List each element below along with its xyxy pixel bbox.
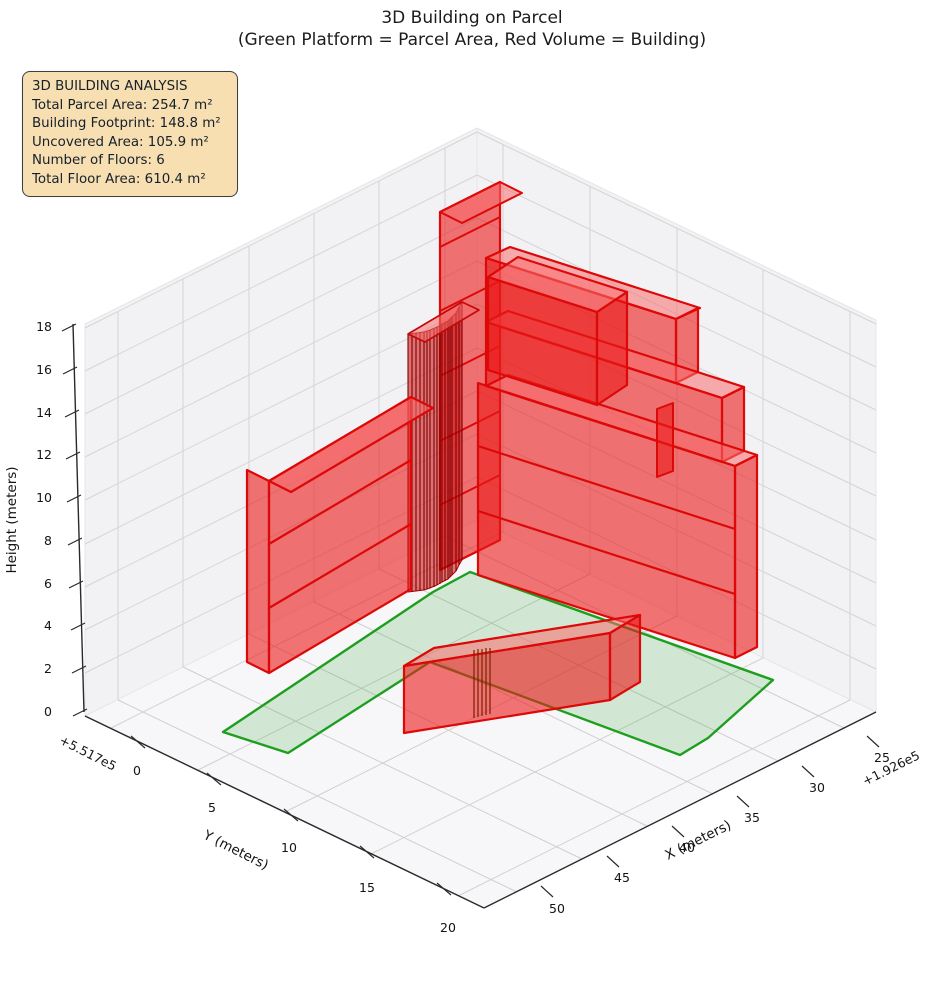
y-tick-label: 5 xyxy=(208,800,216,815)
analysis-uncovered-area: Uncovered Area: 105.9 m² xyxy=(32,134,209,150)
analysis-title: 3D BUILDING ANALYSIS xyxy=(32,79,188,94)
y-axis-label: Y (meters) xyxy=(200,827,271,874)
z-tick-label: 18 xyxy=(36,319,52,334)
plot-titles: 3D Building on Parcel (Green Platform = … xyxy=(0,7,944,51)
x-axis-label: X (meters) xyxy=(663,817,734,863)
analysis-total-floor-area: Total Floor Area: 610.4 m² xyxy=(32,171,206,187)
x-tick-label: 50 xyxy=(549,901,565,916)
fillet-striation-lines xyxy=(407,302,463,592)
building-analysis-box: 3D BUILDING ANALYSIS Total Parcel Area: … xyxy=(22,71,238,197)
building-back-wall-top xyxy=(439,181,523,224)
left-wing-roof xyxy=(267,395,435,494)
y-axis-offset-text: +5.517e5 xyxy=(57,732,119,773)
z-tick-label: 2 xyxy=(44,661,52,676)
fillet-top-face xyxy=(407,301,480,343)
x-tick-label: 30 xyxy=(809,780,825,795)
left-wing-floor-lines xyxy=(268,459,412,609)
z-axis-label: Height (meters) xyxy=(4,466,20,573)
y-tick-label: 20 xyxy=(440,920,456,935)
z-tick-label: 12 xyxy=(36,447,52,462)
penthouse-roof xyxy=(486,255,629,314)
annex-roof xyxy=(402,613,642,668)
x-axis-offset-text: +1.926e5 xyxy=(860,747,922,788)
z-tick-label: 6 xyxy=(44,576,52,591)
z-axis-tick-marks xyxy=(61,323,88,717)
y-tick-label: 10 xyxy=(281,840,297,855)
analysis-building-footprint: Building Footprint: 148.8 m² xyxy=(32,116,221,131)
y-axis-tick-marks xyxy=(130,735,452,896)
left-wing-end-face xyxy=(245,468,271,675)
z-tick-label: 14 xyxy=(36,405,52,420)
page-subtitle: (Green Platform = Parcel Area, Red Volum… xyxy=(237,30,707,51)
y-tick-label: 15 xyxy=(359,880,375,895)
z-tick-label: 16 xyxy=(36,362,52,377)
page-title: 3D Building on Parcel xyxy=(381,8,563,28)
x-tick-label: 45 xyxy=(614,870,630,885)
z-tick-label: 4 xyxy=(44,618,52,633)
annex-corner-striation-lines xyxy=(473,648,491,718)
z-tick-label: 8 xyxy=(44,533,52,548)
tower-base-right-face xyxy=(733,453,759,660)
analysis-parcel-area: Total Parcel Area: 254.7 m² xyxy=(32,97,213,113)
z-tick-label: 10 xyxy=(36,490,52,505)
x-axis-tick-marks xyxy=(540,735,880,898)
right-sliver-face xyxy=(656,402,674,478)
x-tick-label: 25 xyxy=(874,750,890,765)
analysis-number-of-floors: Number of Floors: 6 xyxy=(32,153,165,168)
x-tick-label: 35 xyxy=(744,810,760,825)
axis-spines xyxy=(72,323,877,909)
y-tick-label: 0 xyxy=(133,763,141,778)
x-tick-label: 40 xyxy=(679,840,695,855)
z-tick-label: 0 xyxy=(44,704,52,719)
tower-base-floor-lines xyxy=(477,444,736,596)
